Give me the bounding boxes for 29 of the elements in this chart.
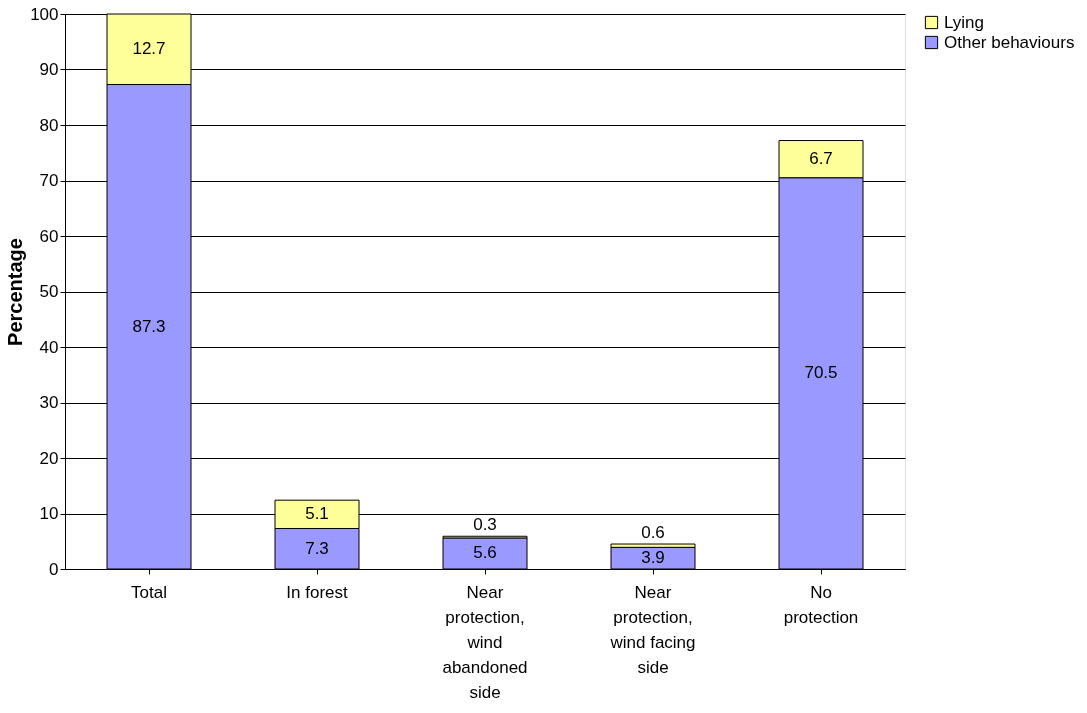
y-tick-label: 10 bbox=[39, 504, 59, 523]
x-tick-label: Near protection, wind abandoned side bbox=[442, 582, 528, 702]
data-label: 87.3 bbox=[132, 316, 166, 336]
data-label: 7.3 bbox=[305, 538, 329, 558]
x-tick-label: Total bbox=[131, 582, 167, 602]
data-label: 5.6 bbox=[473, 543, 497, 563]
data-label: 6.7 bbox=[809, 149, 833, 169]
data-label: 0.6 bbox=[641, 523, 665, 543]
data-label: 0.3 bbox=[473, 515, 497, 535]
data-label: 12.7 bbox=[132, 39, 166, 59]
y-tick-label: 80 bbox=[39, 115, 59, 135]
data-label: 5.1 bbox=[305, 504, 329, 524]
y-tick-label: 0 bbox=[49, 559, 59, 579]
data-label: 70.5 bbox=[804, 363, 838, 383]
legend-label: Other behaviours bbox=[944, 32, 1075, 52]
x-tick-label: Near protection, wind facing side bbox=[609, 582, 696, 677]
y-tick-label: 90 bbox=[39, 60, 59, 79]
y-tick-label: 40 bbox=[39, 337, 59, 357]
y-axis-title: Percentage bbox=[4, 238, 27, 346]
legend-label: Lying bbox=[944, 12, 985, 32]
y-tick-label: 50 bbox=[39, 282, 59, 301]
y-tick-label: 100 bbox=[30, 4, 59, 24]
y-tick-label: 70 bbox=[39, 171, 59, 190]
y-tick-label: 20 bbox=[39, 448, 59, 468]
x-tick-label: No protection bbox=[783, 582, 859, 627]
x-tick-label: In forest bbox=[286, 582, 348, 602]
y-tick-label: 30 bbox=[39, 393, 59, 412]
data-label: 3.9 bbox=[641, 548, 665, 568]
y-tick-label: 60 bbox=[39, 226, 59, 246]
